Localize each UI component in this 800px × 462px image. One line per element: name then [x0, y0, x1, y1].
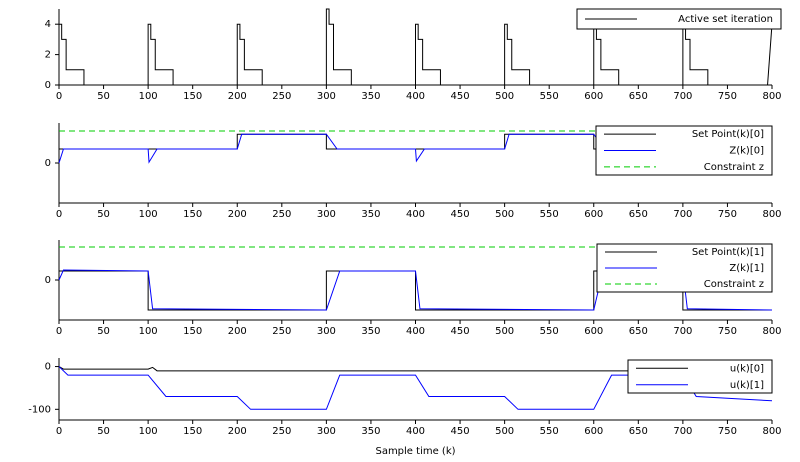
y-tick-label: 0: [45, 275, 51, 286]
x-tick-label: 700: [673, 426, 692, 437]
x-tick-label: 200: [228, 326, 247, 337]
x-tick-label: 800: [762, 426, 781, 437]
y-tick-label: 0: [45, 80, 51, 91]
x-tick-label: 0: [56, 326, 62, 337]
x-tick-label: 500: [495, 209, 514, 220]
x-tick-label: 200: [228, 91, 247, 102]
x-tick-label: 0: [56, 91, 62, 102]
x-tick-label: 350: [361, 326, 380, 337]
x-tick-label: 600: [584, 426, 603, 437]
x-tick-label: 650: [629, 91, 648, 102]
x-tick-label: 550: [540, 426, 559, 437]
x-tick-label: 750: [718, 209, 737, 220]
x-tick-label: 650: [629, 326, 648, 337]
x-tick-label: 150: [183, 91, 202, 102]
x-tick-label: 250: [272, 326, 291, 337]
legend-label: u(k)[0]: [730, 363, 764, 374]
x-tick-label: 0: [56, 426, 62, 437]
legend-label: Z(k)[0]: [729, 146, 764, 157]
x-tick-label: 800: [762, 91, 781, 102]
y-tick-label: -100: [28, 404, 51, 415]
x-tick-label: 350: [361, 91, 380, 102]
x-tick-label: 50: [97, 91, 110, 102]
y-tick-label: 4: [45, 19, 51, 30]
x-tick-label: 700: [673, 326, 692, 337]
x-tick-label: 450: [451, 326, 470, 337]
x-tick-label: 350: [361, 209, 380, 220]
x-tick-label: 700: [673, 209, 692, 220]
x-tick-label: 100: [139, 426, 158, 437]
legend-box: [576, 8, 782, 30]
x-tick-label: 300: [317, 209, 336, 220]
x-tick-label: 750: [718, 426, 737, 437]
x-tick-label: 650: [629, 426, 648, 437]
x-tick-label: 400: [406, 326, 425, 337]
x-tick-label: 50: [97, 209, 110, 220]
x-tick-label: 500: [495, 326, 514, 337]
series-line: [58, 8, 773, 86]
legend-label: Set Point(k)[0]: [692, 129, 764, 140]
series-line: [58, 366, 772, 372]
x-tick-label: 450: [451, 426, 470, 437]
x-tick-label: 400: [406, 91, 425, 102]
legend-label: Z(k)[1]: [729, 263, 764, 274]
x-tick-label: 300: [317, 326, 336, 337]
x-tick-label: 100: [139, 209, 158, 220]
x-tick-label: 350: [361, 426, 380, 437]
legend-label: Set Point(k)[1]: [692, 247, 764, 258]
x-tick-label: 800: [762, 326, 781, 337]
x-tick-label: 500: [495, 426, 514, 437]
x-tick-label: 750: [718, 91, 737, 102]
y-tick-label: 0: [45, 158, 51, 169]
x-tick-label: 100: [139, 326, 158, 337]
x-axis-label: Sample time (k): [375, 446, 455, 457]
x-tick-label: 200: [228, 426, 247, 437]
y-tick-label: 2: [45, 50, 51, 61]
x-tick-label: 400: [406, 209, 425, 220]
x-tick-label: 400: [406, 426, 425, 437]
x-tick-label: 500: [495, 91, 514, 102]
x-tick-label: 300: [317, 91, 336, 102]
x-tick-label: 150: [183, 426, 202, 437]
x-tick-label: 200: [228, 209, 247, 220]
x-tick-label: 250: [272, 426, 291, 437]
x-tick-label: 550: [540, 91, 559, 102]
x-tick-label: 250: [272, 209, 291, 220]
legend-label: u(k)[1]: [730, 380, 764, 391]
x-tick-label: 550: [540, 209, 559, 220]
legend-label: Active set iteration: [678, 14, 773, 25]
x-tick-label: 600: [584, 91, 603, 102]
x-tick-label: 700: [673, 91, 692, 102]
x-tick-label: 550: [540, 326, 559, 337]
x-tick-label: 300: [317, 426, 336, 437]
y-tick-label: 0: [45, 362, 51, 373]
x-tick-label: 50: [97, 326, 110, 337]
legend-label: Constraint z: [704, 279, 764, 290]
legend-label: Constraint z: [704, 162, 764, 173]
x-tick-label: 150: [183, 209, 202, 220]
x-tick-label: 600: [584, 326, 603, 337]
x-tick-label: 150: [183, 326, 202, 337]
x-tick-label: 750: [718, 326, 737, 337]
legend-box: [627, 359, 773, 394]
x-tick-label: 50: [97, 426, 110, 437]
x-tick-label: 650: [629, 209, 648, 220]
x-tick-label: 450: [451, 91, 470, 102]
x-tick-label: 0: [56, 209, 62, 220]
x-tick-label: 450: [451, 209, 470, 220]
x-tick-label: 600: [584, 209, 603, 220]
x-tick-label: 800: [762, 209, 781, 220]
x-tick-label: 100: [139, 91, 158, 102]
x-tick-label: 250: [272, 91, 291, 102]
